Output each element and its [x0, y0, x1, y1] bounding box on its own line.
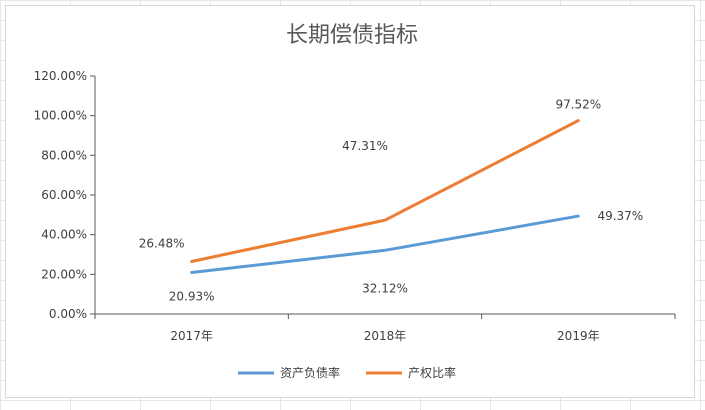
y-tick-label: 40.00% [41, 228, 87, 242]
series-layer [190, 119, 580, 274]
y-tick-label: 20.00% [41, 267, 87, 281]
x-tick-label: 2019年 [557, 329, 600, 343]
x-tick-label: 2017年 [170, 329, 213, 343]
data-label: 97.52% [555, 98, 601, 112]
y-tick-label: 0.00% [49, 307, 87, 321]
y-tick-label: 100.00% [34, 109, 87, 123]
legend-label: 产权比率 [408, 365, 456, 380]
y-tick-label: 60.00% [41, 188, 87, 202]
series-line-debt-asset-ratio [190, 214, 580, 274]
legend-label: 资产负债率 [280, 365, 340, 380]
data-label: 47.31% [342, 139, 388, 153]
x-tick-label: 2018年 [364, 329, 407, 343]
data-label: 49.37% [597, 209, 643, 223]
axes: 0.00% 20.00% 40.00% 60.00% 80.00% 100.00% 120.… [34, 69, 676, 343]
data-label: 20.93% [169, 289, 215, 303]
legend: 资产负债率 产权比率 [238, 365, 456, 380]
data-label: 32.12% [362, 281, 408, 295]
data-labels: 20.93% 32.12% 49.37% 26.48% 47.31% 97.52% [139, 98, 643, 304]
y-tick-label: 80.00% [41, 148, 87, 162]
data-label: 26.48% [139, 236, 185, 250]
series-line-equity-ratio [190, 119, 580, 263]
chart-title: 长期偿债指标 [286, 23, 418, 48]
y-tick-label: 120.00% [34, 69, 87, 83]
chart-frame[interactable] [5, 5, 695, 398]
